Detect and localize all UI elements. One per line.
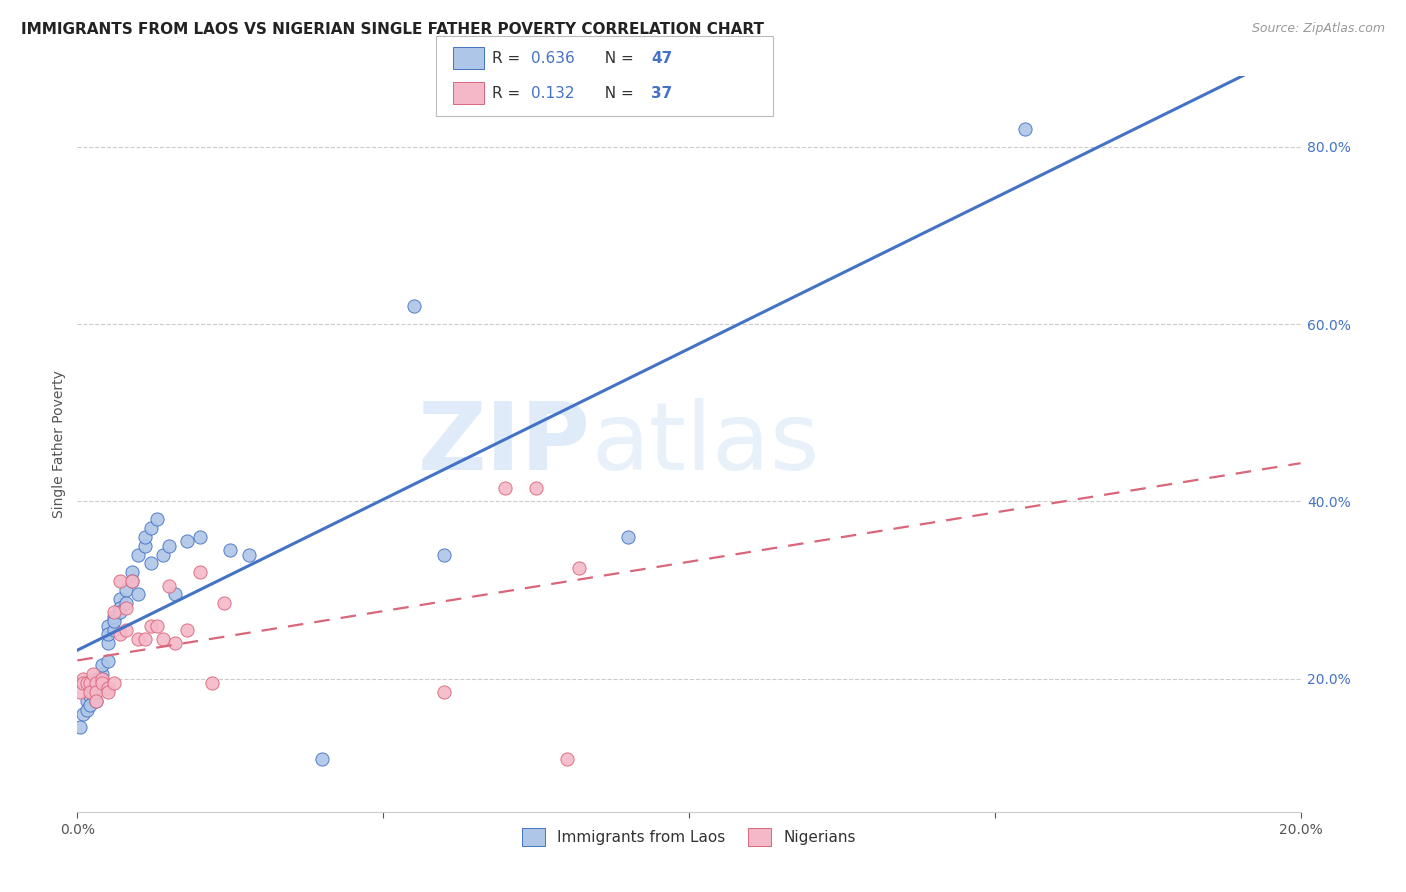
Point <box>84 681 107 695</box>
Point <box>84 685 107 699</box>
Point <box>139 557 162 571</box>
Point <box>108 591 131 606</box>
Text: ZIP: ZIP <box>418 398 591 490</box>
Point <box>90 672 112 686</box>
Point <box>103 605 125 619</box>
Point <box>157 579 180 593</box>
Point <box>568 561 591 575</box>
Point <box>108 600 131 615</box>
Point <box>617 530 640 544</box>
Point <box>103 676 125 690</box>
Point <box>97 636 120 650</box>
Point <box>115 596 138 610</box>
Text: atlas: atlas <box>591 398 820 490</box>
Point <box>238 548 260 562</box>
Point <box>121 566 143 580</box>
Point <box>134 632 156 646</box>
Point <box>402 299 425 313</box>
Point <box>87 676 110 690</box>
Point <box>84 694 107 708</box>
Point <box>127 632 149 646</box>
Legend: Immigrants from Laos, Nigerians: Immigrants from Laos, Nigerians <box>516 822 862 852</box>
Point <box>97 681 120 695</box>
Text: Source: ZipAtlas.com: Source: ZipAtlas.com <box>1251 22 1385 36</box>
Point <box>139 618 162 632</box>
Point <box>108 574 131 589</box>
Point <box>103 609 125 624</box>
Point <box>76 676 98 690</box>
Point <box>79 676 101 690</box>
Point <box>188 530 211 544</box>
Point <box>79 690 101 704</box>
Point <box>157 539 180 553</box>
Point <box>1014 122 1036 136</box>
Point <box>103 614 125 628</box>
Text: 0.132: 0.132 <box>531 86 575 101</box>
Point <box>82 667 104 681</box>
Point <box>90 676 112 690</box>
Text: 37: 37 <box>651 86 672 101</box>
Point <box>146 618 169 632</box>
Point <box>84 676 107 690</box>
Point <box>103 623 125 637</box>
Point <box>176 534 198 549</box>
Point <box>121 574 143 589</box>
Point <box>146 512 169 526</box>
Point <box>134 539 156 553</box>
Point <box>201 676 224 690</box>
Point <box>79 698 101 713</box>
Text: 0.636: 0.636 <box>531 51 575 66</box>
Point <box>84 672 107 686</box>
Point <box>495 481 517 495</box>
Point <box>90 658 112 673</box>
Point <box>76 694 98 708</box>
Y-axis label: Single Father Poverty: Single Father Poverty <box>52 370 66 517</box>
Point <box>90 672 112 686</box>
Text: R =: R = <box>492 51 526 66</box>
Point <box>76 703 98 717</box>
Point <box>69 685 91 699</box>
Text: R =: R = <box>492 86 530 101</box>
Point <box>115 600 138 615</box>
Text: N =: N = <box>595 86 638 101</box>
Point <box>69 721 91 735</box>
Point <box>433 685 456 699</box>
Point <box>433 548 456 562</box>
Point <box>188 566 211 580</box>
Point <box>555 751 578 765</box>
Point <box>115 623 138 637</box>
Text: 47: 47 <box>651 51 672 66</box>
Point <box>115 583 138 598</box>
Point <box>127 587 149 601</box>
Point <box>139 521 162 535</box>
Point <box>524 481 547 495</box>
Point <box>97 685 120 699</box>
Point <box>72 676 94 690</box>
Text: IMMIGRANTS FROM LAOS VS NIGERIAN SINGLE FATHER POVERTY CORRELATION CHART: IMMIGRANTS FROM LAOS VS NIGERIAN SINGLE … <box>21 22 763 37</box>
Point <box>72 707 94 722</box>
Point <box>152 548 174 562</box>
Point <box>97 618 120 632</box>
Point <box>84 694 107 708</box>
Point <box>108 605 131 619</box>
Point <box>97 654 120 668</box>
Point <box>72 672 94 686</box>
Point <box>165 636 187 650</box>
Point <box>90 667 112 681</box>
Point <box>152 632 174 646</box>
Point <box>212 596 235 610</box>
Point <box>176 623 198 637</box>
Point <box>79 685 101 699</box>
Point <box>127 548 149 562</box>
Point <box>311 751 333 765</box>
Text: N =: N = <box>595 51 638 66</box>
Point <box>219 543 242 558</box>
Point <box>82 685 104 699</box>
Point <box>97 627 120 641</box>
Point <box>121 574 143 589</box>
Point <box>134 530 156 544</box>
Point <box>165 587 187 601</box>
Point <box>108 627 131 641</box>
